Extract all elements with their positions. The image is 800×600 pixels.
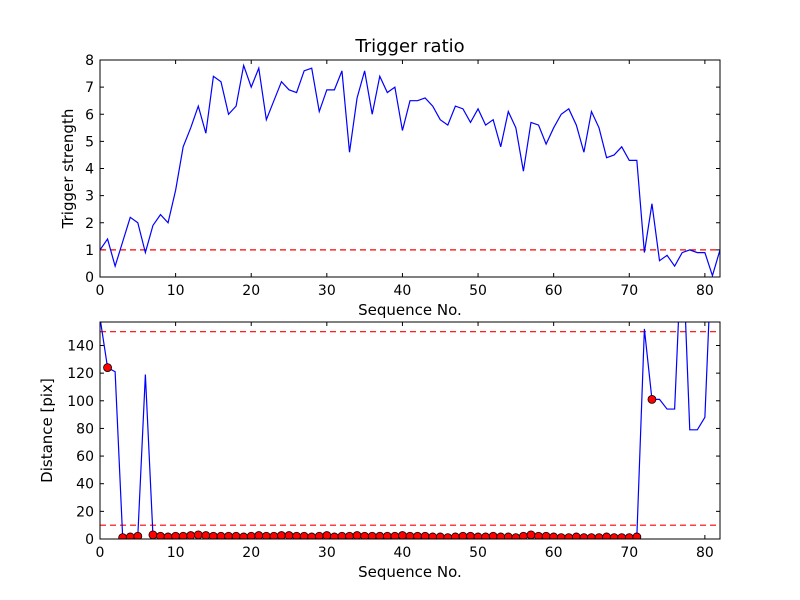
- data-point: [647, 395, 657, 404]
- data-point: [511, 533, 521, 539]
- data-point: [322, 531, 332, 539]
- x-tick-label: 60: [545, 283, 563, 299]
- y-tick-label: 3: [85, 189, 94, 205]
- data-point: [352, 531, 362, 539]
- data-point: [579, 533, 589, 539]
- data-point: [254, 531, 264, 539]
- x-tick-label: 10: [167, 545, 185, 561]
- data-point: [571, 532, 581, 539]
- x-tick-label: 40: [394, 545, 412, 561]
- data-point: [193, 530, 203, 539]
- data-point: [587, 533, 596, 539]
- data-point: [443, 533, 453, 539]
- y-tick-label: 6: [85, 107, 94, 123]
- data-point: [624, 533, 634, 539]
- data-point: [549, 532, 559, 539]
- y-axis-label: Trigger strength: [59, 109, 77, 230]
- plot-area: [100, 322, 720, 539]
- x-axis-label: Sequence No.: [358, 301, 462, 319]
- data-point: [148, 530, 158, 539]
- series-line: [100, 322, 710, 539]
- data-point: [602, 532, 611, 539]
- data-point: [450, 532, 460, 539]
- y-tick-label: 140: [67, 338, 94, 354]
- y-tick-label: 20: [76, 504, 94, 520]
- y-tick-label: 0: [85, 270, 94, 286]
- data-point: [632, 532, 642, 539]
- x-tick-label: 50: [469, 283, 487, 299]
- data-point: [594, 533, 604, 539]
- y-tick-label: 2: [85, 216, 94, 232]
- data-point: [496, 532, 506, 539]
- x-tick-label: 20: [242, 283, 260, 299]
- y-tick-label: 60: [76, 449, 94, 465]
- data-point: [481, 532, 491, 539]
- x-tick-label: 70: [620, 545, 638, 561]
- trigger-ratio-chart: Trigger ratio 0 10 20 30 40 50 60 70 80 0 1 2 3 4 5 6 7 8 S…: [59, 36, 721, 319]
- chart-title: Trigger ratio: [354, 36, 464, 57]
- x-tick-label: 20: [242, 545, 260, 561]
- x-tick-label: 0: [96, 545, 105, 561]
- data-point: [118, 533, 128, 539]
- x-tick-label: 0: [96, 283, 105, 299]
- x-tick-label: 80: [696, 283, 714, 299]
- data-point: [125, 532, 135, 539]
- y-tick-label: 120: [67, 366, 94, 382]
- x-axis-label: Sequence No.: [358, 563, 462, 581]
- y-tick-label: 5: [85, 134, 94, 150]
- data-point: [526, 530, 536, 539]
- y-tick-label: 100: [67, 394, 94, 410]
- y-tick-label: 1: [85, 243, 94, 259]
- x-tick-label: 70: [620, 283, 638, 299]
- y-tick-label: 7: [85, 80, 94, 96]
- data-point: [307, 532, 317, 539]
- y-tick-label: 40: [76, 477, 94, 493]
- data-point: [617, 533, 627, 539]
- series-line: [100, 63, 720, 277]
- y-tick-label: 0: [85, 532, 94, 548]
- data-point: [163, 532, 173, 539]
- data-point: [201, 531, 211, 539]
- y-tick-label: 4: [85, 162, 94, 178]
- data-point: [398, 531, 407, 539]
- data-point: [564, 533, 574, 539]
- data-point: [609, 533, 619, 539]
- x-tick-label: 50: [469, 545, 487, 561]
- data-point: [103, 363, 112, 373]
- x-tick-label: 80: [696, 545, 714, 561]
- plot-frame: [99, 59, 721, 278]
- y-axis-label: Distance [pix]: [38, 378, 56, 483]
- x-tick-label: 30: [318, 545, 336, 561]
- data-point: [428, 532, 438, 539]
- distance-chart: 0 10 20 30 40 50 60 70 80 0 20 40 60 80 100 120 140 Seque…: [38, 321, 721, 581]
- y-tick-label: 8: [85, 53, 94, 69]
- plot-frame: [99, 321, 721, 540]
- data-point: [133, 531, 143, 539]
- data-point: [277, 531, 286, 539]
- x-tick-label: 30: [318, 283, 336, 299]
- x-tick-label: 40: [394, 283, 412, 299]
- data-point: [329, 532, 339, 539]
- data-point: [186, 531, 196, 539]
- x-tick-label: 10: [167, 283, 185, 299]
- x-tick-label: 60: [545, 545, 563, 561]
- data-point: [503, 532, 513, 539]
- y-tick-label: 80: [76, 421, 94, 437]
- data-point: [239, 532, 249, 539]
- plot-area: [100, 63, 720, 277]
- data-point: [556, 533, 566, 539]
- data-point: [473, 532, 483, 539]
- data-point: [284, 531, 294, 539]
- data-point: [435, 532, 445, 539]
